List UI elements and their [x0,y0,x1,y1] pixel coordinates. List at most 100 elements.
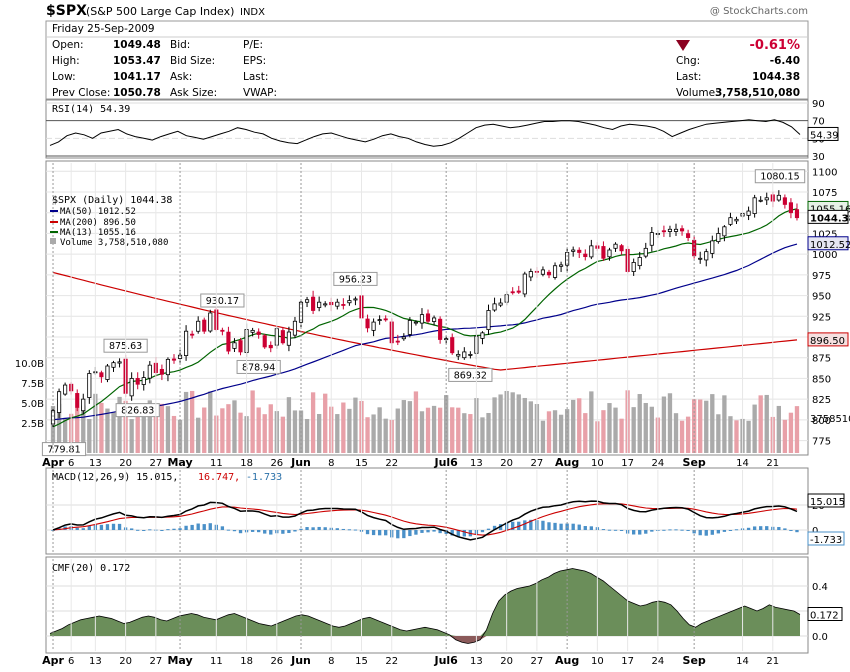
ma50-tag-box [807,236,849,251]
candle [425,309,431,324]
candle [704,248,709,267]
candle-body [734,218,739,222]
volume-bar [425,407,431,453]
candle [589,239,594,260]
volume-bar [87,419,92,453]
low-label: Low: [52,71,76,83]
candle-body [413,321,418,324]
volume-bar [752,404,757,453]
macd-hist-bar [456,530,460,537]
candle [75,389,80,412]
volume-bar [226,404,231,453]
macd-hist-bar [323,527,327,530]
volume-bar [286,397,292,453]
macd-hist-legend: -1.733 [246,472,282,483]
volume-bar [220,408,225,453]
x-tick-label: 13 [470,458,483,469]
volume-bar [528,401,534,453]
candle-body [782,197,787,205]
ma200-legend: MA(200) 896.50 [60,218,136,228]
candle [679,225,685,236]
cmf-panel [45,556,809,654]
x-tick-label: Aug [555,456,579,469]
candle-body [704,251,709,261]
price-tick-label: 975 [812,271,831,282]
x-tick-label: 8 [328,458,334,469]
candle-body [286,331,291,346]
macd-hist-bar [111,523,116,530]
prevclose-value: 1050.78 [113,87,161,99]
macd-hist-bar [129,528,134,530]
volume-bar [788,412,794,453]
volume-bar [323,393,328,453]
volume-bar [407,401,413,453]
price-tick-label: 1100 [812,167,837,178]
macd-hist-bar [632,530,636,535]
x-tick-label-bottom: 8 [328,656,334,667]
candle [57,388,62,419]
volume-bar [341,402,346,453]
volume-bar [165,406,171,453]
volume-tag: 3758510 [810,414,850,425]
macd-tag-box [807,493,845,508]
last-value: 1044.38 [752,71,800,83]
volume-bar [601,410,606,453]
macd-hist-bar [87,526,91,530]
x-tick-label: 26 [270,458,283,469]
macd-hist-bar [232,530,237,532]
macd-hist-bar [559,523,563,530]
candle-body [57,391,62,413]
candle-body [698,257,703,260]
volume-bar [704,400,709,453]
candle-body [613,243,618,249]
price-annotation: 869.32 [454,370,487,381]
price-tick-label: 875 [812,354,831,365]
candle-body [649,232,654,246]
macd-hist-bar [136,529,140,531]
candle [413,320,418,326]
volume-bar [141,414,146,453]
candle [395,334,400,346]
volume-bar [353,397,358,453]
candle [450,333,455,355]
x-tick-label: 21 [766,458,779,469]
volume-bar [776,405,781,453]
macd-hist-bar [734,529,739,531]
candle-body [788,202,793,214]
candle [371,318,376,337]
volume-bar [401,400,406,453]
candle [571,246,576,257]
ma50-line [52,243,798,421]
macd-hist-bar [287,530,291,534]
candle [347,295,352,306]
candle-body [238,340,243,353]
candle [619,243,624,255]
price-annotation: 1080.15 [760,172,799,183]
volume-tick-label: 7.5B [21,379,44,390]
candle-body [456,353,461,357]
macd-hist-bar [789,530,793,531]
macd-hist-bar [414,530,418,535]
volume-bar [292,410,298,453]
candle [710,235,715,259]
macd-tag: 15.015 [810,497,845,508]
source-label[interactable]: @ StockCharts.com [710,6,808,17]
volume-bar [583,413,588,453]
rsi-tick-label: 30 [812,152,825,163]
candle [432,315,437,326]
candle-body [87,373,92,398]
volume-bar [492,397,497,453]
volume-bar [105,408,110,453]
x-tick-label-bottom: 10 [591,656,604,667]
candle-body [758,199,763,202]
candle-body [371,321,376,331]
candle-body [486,310,491,330]
candle [649,226,654,252]
macd-hist-bar [184,525,188,530]
candle [631,258,636,276]
volume-bar [189,390,195,453]
macd-hist-bar [238,530,243,534]
macd-hist-bar [577,524,581,530]
macd-hist-bar [371,530,376,536]
x-tick-label: Sep [683,456,706,469]
